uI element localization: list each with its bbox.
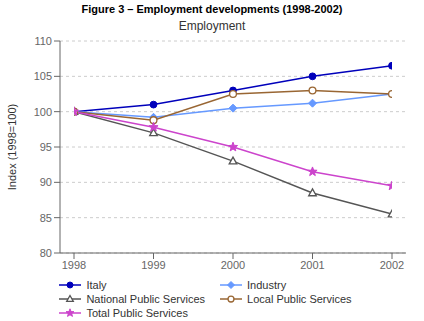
- html-text:Italy: Italy: [86, 279, 107, 291]
- svg-text:85: 85: [40, 212, 52, 224]
- html-text:Local Public Services: Local Public Services: [247, 293, 352, 305]
- html-text:Total Public Services: Total Public Services: [86, 307, 188, 319]
- svg-text:90: 90: [40, 176, 52, 188]
- svg-text:80: 80: [40, 247, 52, 259]
- html-text:Industry: Industry: [247, 279, 287, 291]
- svg-text:105: 105: [34, 70, 52, 82]
- svg-text:110: 110: [34, 35, 52, 47]
- html-text:Employment: Employment: [178, 19, 246, 33]
- html-text:National Public Services: National Public Services: [86, 293, 205, 305]
- svg-text:2001: 2001: [300, 259, 324, 271]
- svg-text:95: 95: [40, 141, 52, 153]
- html-text:Figure 3 – Employment developm: Figure 3 – Employment developments (1998…: [81, 3, 343, 15]
- svg-text:1999: 1999: [141, 259, 165, 271]
- svg-text:2000: 2000: [221, 259, 245, 271]
- svg-text:Index (1998=100): Index (1998=100): [8, 104, 18, 191]
- svg-text:100: 100: [34, 106, 52, 118]
- svg-text:2002: 2002: [380, 259, 404, 271]
- svg-text:1998: 1998: [62, 259, 86, 271]
